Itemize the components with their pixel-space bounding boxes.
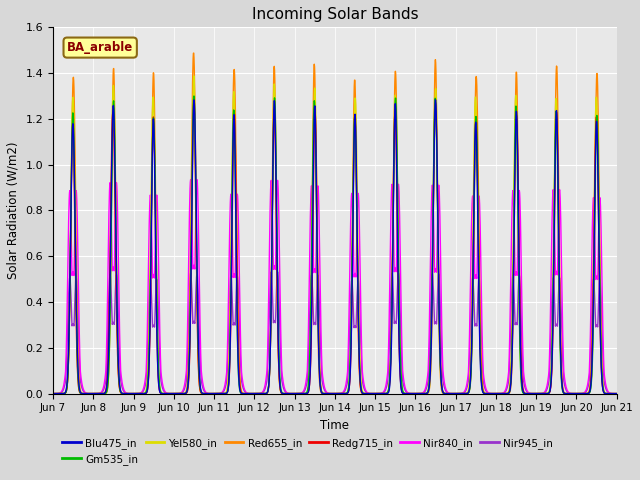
Gm535_in: [49, 391, 57, 396]
Yel580_in: [612, 391, 620, 396]
Nir840_in: [561, 376, 568, 382]
Red655_in: [545, 390, 552, 396]
Gm535_in: [307, 313, 314, 319]
Red655_in: [49, 391, 57, 396]
Line: Nir840_in: Nir840_in: [53, 180, 617, 394]
Line: Redg715_in: Redg715_in: [53, 101, 617, 394]
Blu475_in: [49, 391, 57, 396]
Redg715_in: [473, 121, 481, 127]
Gm535_in: [561, 391, 569, 396]
Gm535_in: [190, 93, 198, 99]
Yel580_in: [545, 390, 552, 396]
Redg715_in: [366, 391, 374, 396]
Nir840_in: [613, 391, 621, 396]
Nir945_in: [49, 391, 57, 396]
Line: Red655_in: Red655_in: [53, 53, 617, 394]
Line: Yel580_in: Yel580_in: [53, 76, 617, 394]
Redg715_in: [170, 391, 177, 396]
Blu475_in: [561, 391, 569, 396]
Gm535_in: [612, 391, 620, 396]
Red655_in: [613, 391, 621, 396]
Nir840_in: [307, 214, 314, 220]
Nir840_in: [573, 391, 580, 396]
Text: BA_arable: BA_arable: [67, 41, 133, 54]
Legend: Blu475_in, Gm535_in, Yel580_in, Red655_in, Redg715_in, Nir840_in, Nir945_in: Blu475_in, Gm535_in, Yel580_in, Red655_i…: [58, 433, 557, 469]
Redg715_in: [612, 391, 620, 396]
Blu475_in: [473, 137, 481, 143]
Line: Gm535_in: Gm535_in: [53, 96, 617, 394]
Yel580_in: [561, 391, 569, 396]
Yel580_in: [49, 391, 57, 396]
Blu475_in: [291, 391, 298, 396]
Gm535_in: [250, 391, 258, 396]
Gm535_in: [613, 391, 621, 396]
Blu475_in: [613, 391, 621, 396]
Yel580_in: [307, 341, 314, 347]
Red655_in: [307, 342, 314, 348]
Yel580_in: [473, 119, 481, 125]
Red655_in: [366, 391, 374, 396]
Blu475_in: [366, 391, 374, 396]
Redg715_in: [545, 390, 552, 396]
Gm535_in: [473, 121, 481, 127]
Redg715_in: [613, 391, 621, 396]
Nir945_in: [613, 391, 621, 396]
Nir840_in: [49, 391, 57, 396]
Line: Blu475_in: Blu475_in: [53, 100, 617, 394]
Nir840_in: [545, 374, 552, 380]
Title: Incoming Solar Bands: Incoming Solar Bands: [252, 7, 418, 22]
Nir840_in: [187, 177, 195, 182]
Gm535_in: [545, 390, 552, 396]
Red655_in: [472, 73, 480, 79]
Nir945_in: [473, 322, 481, 328]
Red655_in: [190, 50, 198, 56]
Nir945_in: [268, 269, 275, 275]
Nir840_in: [472, 273, 480, 278]
Line: Nir945_in: Nir945_in: [53, 272, 617, 394]
Redg715_in: [561, 391, 569, 396]
X-axis label: Time: Time: [321, 419, 349, 432]
Redg715_in: [190, 98, 198, 104]
Yel580_in: [366, 391, 374, 396]
Blu475_in: [431, 97, 439, 103]
Blu475_in: [307, 365, 314, 371]
Nir945_in: [561, 384, 569, 389]
Redg715_in: [49, 391, 57, 396]
Red655_in: [561, 391, 569, 396]
Nir945_in: [366, 391, 374, 396]
Nir840_in: [612, 391, 620, 396]
Blu475_in: [545, 390, 552, 396]
Yel580_in: [291, 391, 298, 396]
Gm535_in: [366, 391, 374, 396]
Yel580_in: [613, 391, 621, 396]
Red655_in: [612, 391, 620, 396]
Nir945_in: [545, 380, 552, 385]
Nir945_in: [307, 290, 314, 296]
Y-axis label: Solar Radiation (W/m2): Solar Radiation (W/m2): [7, 142, 20, 279]
Nir840_in: [366, 391, 374, 396]
Blu475_in: [612, 391, 620, 396]
Red655_in: [492, 391, 500, 396]
Nir945_in: [612, 391, 620, 396]
Yel580_in: [190, 73, 198, 79]
Redg715_in: [307, 360, 314, 366]
Nir945_in: [331, 391, 339, 396]
